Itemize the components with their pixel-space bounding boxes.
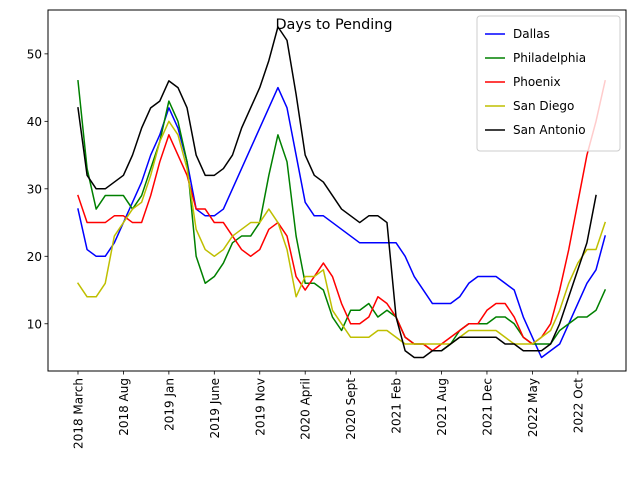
legend-label: Philadelphia: [513, 51, 586, 65]
y-tick-label: 20: [27, 250, 42, 264]
x-tick-label: 2021 Dec: [480, 378, 494, 436]
y-tick-label: 10: [27, 317, 42, 331]
x-tick-label: 2019 Nov: [253, 378, 267, 436]
legend-label: Dallas: [513, 27, 550, 41]
x-tick-label: 2019 Jan: [162, 378, 176, 431]
x-tick-label: 2020 April: [299, 378, 313, 440]
chart-title: Days to Pending: [275, 17, 392, 33]
x-tick-label: 2018 Aug: [117, 378, 131, 436]
legend-label: San Antonio: [513, 123, 586, 137]
series-line-phoenix: [77, 79, 606, 352]
series-line-san-antonio: [77, 26, 597, 359]
series-line-philadelphia: [77, 80, 607, 352]
y-tick-label: 50: [27, 47, 42, 61]
x-tick-label: 2020 Sept: [344, 378, 358, 440]
x-tick-label: 2018 March: [71, 378, 85, 449]
legend: Dallas Philadelphia Phoenix San Diego San An…: [476, 15, 621, 152]
legend-label: Phoenix: [513, 75, 561, 89]
series-line-san-diego: [76, 120, 607, 345]
y-tick-label: 30: [27, 182, 42, 196]
x-tick-label: 2019 June: [208, 378, 222, 439]
plot-lines: [76, 26, 607, 359]
y-axis: 10 20 30 40 50: [27, 47, 48, 331]
legend-label: San Diego: [513, 99, 574, 113]
y-tick-label: 40: [27, 115, 42, 129]
x-tick-label: 2021 Feb: [390, 378, 404, 434]
legend-box: [476, 15, 621, 152]
x-tick-label: 2021 Aug: [435, 378, 449, 436]
x-tick-label: 2022 May: [526, 378, 540, 437]
x-tick-label: 2022 Oct: [571, 378, 585, 433]
plot-frame: [47, 9, 627, 372]
x-axis: 2018 March 2018 Aug 2019 Jan 2019 June 2019 …: [71, 371, 585, 449]
